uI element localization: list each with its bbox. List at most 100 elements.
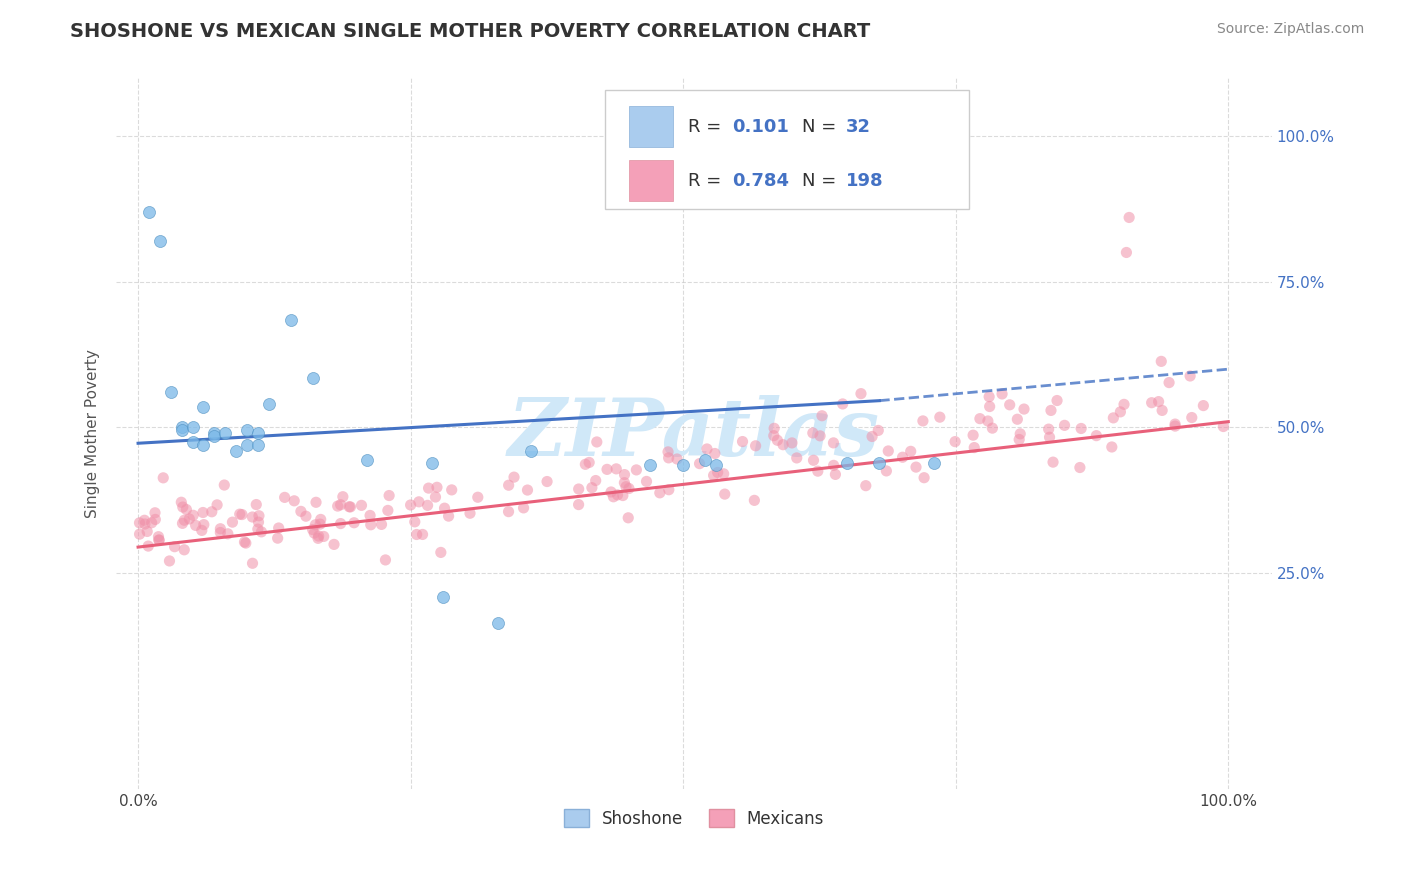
Point	[696, 442, 718, 456]
Point	[202, 426, 225, 441]
Point	[713, 467, 735, 481]
Point	[824, 467, 846, 482]
Point	[612, 489, 634, 503]
Point	[855, 478, 877, 492]
Point	[1112, 397, 1135, 411]
Point	[731, 434, 754, 449]
Point	[246, 426, 269, 441]
Point	[868, 424, 890, 438]
Point	[823, 435, 845, 450]
FancyBboxPatch shape	[605, 89, 969, 209]
Point	[617, 511, 640, 525]
Point	[433, 501, 456, 516]
Point	[191, 524, 214, 538]
Point	[209, 525, 232, 540]
Point	[606, 488, 628, 502]
Point	[236, 424, 259, 438]
FancyBboxPatch shape	[630, 161, 673, 202]
Point	[173, 542, 195, 557]
Point	[250, 524, 273, 539]
Point	[1181, 410, 1204, 425]
Point	[309, 512, 332, 526]
Point	[136, 524, 159, 539]
Point	[640, 458, 662, 473]
Point	[512, 500, 534, 515]
Point	[412, 527, 434, 541]
Point	[801, 425, 824, 440]
Point	[149, 234, 172, 248]
Point	[181, 420, 204, 434]
Point	[658, 450, 681, 465]
Point	[437, 509, 460, 524]
Point	[969, 411, 991, 425]
Y-axis label: Single Mother Poverty: Single Mother Poverty	[86, 349, 100, 517]
Point	[246, 522, 269, 536]
Point	[657, 445, 679, 459]
Point	[134, 516, 156, 531]
Point	[418, 481, 440, 495]
Point	[1085, 428, 1108, 442]
Point	[636, 475, 658, 489]
Point	[979, 400, 1001, 414]
Text: ZIPatlas: ZIPatlas	[508, 394, 880, 472]
Point	[998, 398, 1021, 412]
Point	[360, 517, 382, 532]
Point	[404, 515, 426, 529]
Point	[359, 508, 381, 523]
Point	[1212, 419, 1234, 434]
Point	[574, 458, 596, 472]
Point	[1101, 440, 1123, 454]
Point	[332, 490, 354, 504]
Point	[141, 516, 163, 530]
Text: 32: 32	[845, 118, 870, 136]
Point	[273, 491, 295, 505]
Point	[143, 512, 166, 526]
Point	[860, 429, 883, 443]
Point	[458, 506, 481, 520]
Point	[905, 460, 928, 475]
Point	[963, 441, 986, 455]
Point	[214, 426, 236, 441]
Point	[214, 478, 236, 492]
Point	[148, 533, 170, 547]
Point	[658, 483, 681, 497]
Point	[377, 503, 399, 517]
Point	[408, 495, 430, 509]
Point	[246, 438, 269, 452]
Point	[1010, 426, 1032, 441]
Point	[432, 590, 454, 604]
Point	[1109, 405, 1132, 419]
Point	[614, 480, 637, 494]
Point	[578, 455, 600, 469]
Point	[128, 527, 150, 541]
Point	[159, 554, 181, 568]
Point	[221, 515, 243, 529]
Point	[744, 439, 766, 453]
Point	[323, 537, 346, 551]
Point	[343, 516, 366, 530]
Text: Source: ZipAtlas.com: Source: ZipAtlas.com	[1216, 22, 1364, 37]
Point	[672, 458, 695, 473]
Point	[1012, 402, 1035, 417]
Point	[605, 462, 627, 476]
Point	[1150, 354, 1173, 368]
Point	[1007, 412, 1029, 426]
Point	[422, 455, 444, 469]
Text: R =: R =	[689, 118, 727, 136]
Point	[868, 455, 890, 469]
Text: 0.101: 0.101	[733, 118, 789, 136]
Point	[170, 420, 193, 434]
Point	[991, 387, 1014, 401]
Point	[626, 463, 648, 477]
Point	[613, 475, 636, 490]
Point	[807, 464, 830, 478]
Point	[242, 510, 264, 524]
Point	[350, 499, 373, 513]
Point	[152, 471, 174, 485]
Point	[762, 428, 785, 442]
Text: R =: R =	[689, 172, 727, 190]
Point	[173, 513, 195, 527]
Point	[236, 438, 259, 452]
Point	[1164, 419, 1187, 434]
Point	[1038, 430, 1060, 444]
